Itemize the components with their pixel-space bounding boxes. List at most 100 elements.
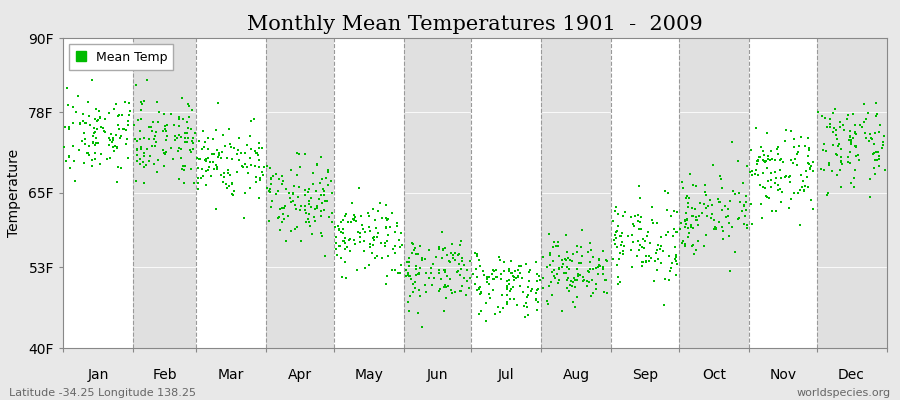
Point	[277, 205, 292, 212]
Point	[523, 267, 537, 273]
Point	[239, 142, 254, 148]
Bar	[611, 38, 679, 348]
Point	[686, 242, 700, 248]
Point	[117, 126, 131, 132]
Point	[463, 275, 477, 281]
Point	[554, 264, 569, 270]
Point	[674, 220, 688, 226]
Point	[756, 157, 770, 164]
Point	[291, 194, 305, 200]
Point	[834, 154, 849, 160]
Point	[665, 233, 680, 239]
Point	[108, 143, 122, 150]
Point	[554, 308, 569, 314]
Point	[195, 128, 210, 134]
Point	[551, 242, 565, 249]
Point	[848, 142, 862, 149]
Point	[119, 126, 133, 133]
Point	[343, 236, 357, 242]
Point	[87, 150, 102, 156]
Point	[324, 190, 338, 196]
Point	[846, 134, 860, 141]
Point	[680, 204, 695, 210]
Point	[574, 252, 589, 259]
Point	[863, 194, 878, 200]
Point	[726, 188, 741, 195]
Point	[264, 176, 278, 182]
Point	[849, 144, 863, 150]
Point	[150, 157, 165, 163]
Point	[869, 148, 884, 155]
Point	[401, 255, 416, 262]
Point	[626, 239, 640, 245]
Point	[609, 244, 624, 250]
Point	[380, 273, 394, 280]
Point	[437, 267, 452, 273]
Point	[248, 150, 263, 156]
Point	[253, 174, 267, 181]
Point	[275, 204, 290, 211]
Point	[453, 288, 467, 295]
Point	[214, 155, 229, 161]
Point	[177, 180, 192, 186]
Point	[634, 259, 649, 265]
Point	[298, 187, 312, 193]
Point	[184, 149, 198, 156]
Point	[728, 190, 742, 197]
Point	[113, 165, 128, 172]
Point	[600, 258, 615, 264]
Point	[638, 238, 652, 244]
Point	[227, 188, 241, 194]
Point	[167, 137, 182, 143]
Point	[452, 250, 466, 257]
Point	[151, 119, 166, 125]
Point	[412, 293, 427, 300]
Point	[771, 144, 786, 150]
Point	[592, 256, 607, 262]
Text: Nov: Nov	[770, 368, 796, 382]
Point	[768, 157, 782, 164]
Point	[824, 115, 838, 122]
Point	[667, 226, 681, 232]
Point	[220, 155, 234, 161]
Point	[445, 290, 459, 296]
Point	[105, 134, 120, 141]
Point	[148, 129, 163, 135]
Point	[837, 127, 851, 133]
Point	[451, 268, 465, 275]
Point	[255, 145, 269, 152]
Point	[442, 258, 456, 264]
Point	[688, 251, 702, 257]
Point	[712, 218, 726, 225]
Point	[749, 125, 763, 131]
Point	[644, 254, 658, 261]
Point	[318, 197, 332, 204]
Point	[633, 195, 647, 202]
Point	[867, 151, 881, 157]
Point	[867, 141, 881, 148]
Point	[529, 296, 544, 303]
Point	[354, 213, 368, 220]
Point	[551, 280, 565, 286]
Point	[518, 300, 533, 306]
Point	[357, 248, 372, 254]
Point	[223, 141, 238, 148]
Point	[864, 135, 878, 142]
Point	[290, 150, 304, 156]
Point	[574, 244, 589, 250]
Point	[440, 252, 454, 258]
Point	[402, 259, 417, 266]
Point	[689, 247, 704, 253]
Point	[132, 128, 147, 134]
Point	[529, 296, 544, 302]
Point	[225, 191, 239, 197]
Point	[337, 238, 351, 244]
Point	[363, 244, 377, 250]
Point	[314, 154, 328, 160]
Point	[401, 273, 416, 280]
Point	[824, 167, 839, 174]
Point	[195, 172, 210, 179]
Point	[388, 250, 402, 256]
Point	[325, 219, 339, 226]
Point	[552, 253, 566, 259]
